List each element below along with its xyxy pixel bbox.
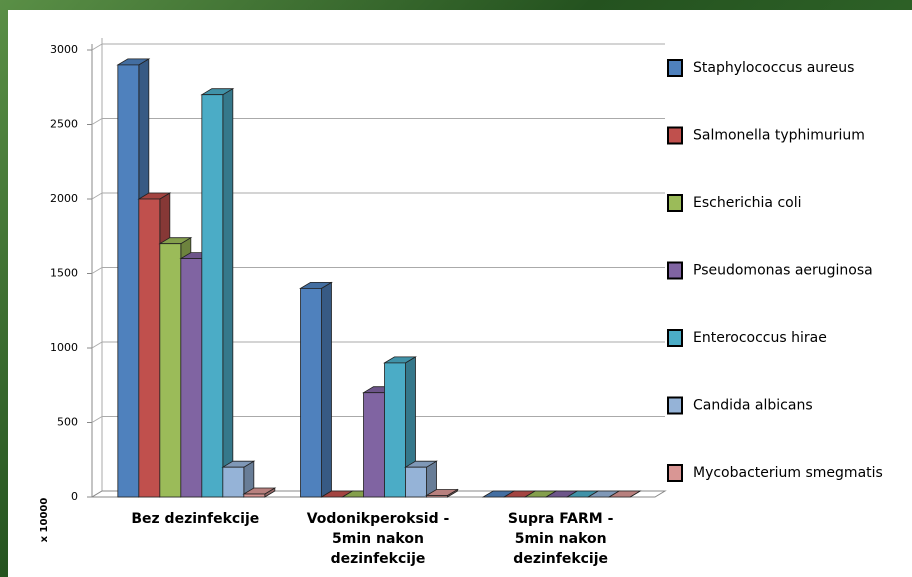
y-axis-label: x 10000 (39, 498, 50, 543)
legend-label: Mycobacterium smegmatis (693, 465, 883, 481)
y-tick-label: 0 (71, 490, 78, 503)
legend-swatch (667, 396, 683, 415)
legend-swatch (667, 464, 683, 482)
bar (180, 258, 203, 498)
legend-label: Staphylococcus aureus (693, 60, 854, 76)
bar (384, 362, 406, 498)
legend-swatch (667, 261, 683, 280)
bar (201, 94, 224, 498)
legend-label: Enterococcus hirae (693, 330, 827, 346)
x-tick-label: Supra FARM - 5min nakon dezinfekcije (507, 511, 614, 567)
y-tick-label: 2000 (50, 192, 78, 205)
legend-swatch (667, 329, 683, 347)
x-tick-label: Vodonikperoksid - 5min nakon dezinfekcij… (306, 511, 450, 567)
grid-line (91, 43, 103, 51)
bar (222, 466, 245, 498)
bar-side (222, 87, 234, 498)
bar (159, 243, 182, 498)
y-tick-label: 2500 (50, 118, 78, 131)
y-tick-label: 1500 (50, 267, 78, 280)
bar (243, 493, 266, 498)
grid-line (91, 267, 103, 274)
bar-side (321, 281, 332, 498)
bar (426, 495, 448, 498)
legend-label: Salmonella typhimurium (693, 128, 865, 144)
legend-swatch (667, 59, 683, 77)
grid-line (91, 192, 103, 200)
y-tick-label: 500 (57, 416, 78, 429)
bar (363, 392, 385, 498)
legend-label: Escherichia coli (693, 195, 802, 211)
grid-line (91, 341, 103, 349)
legend-swatch (667, 194, 683, 212)
y-tick-label: 1000 (50, 341, 78, 354)
legend-label: Pseudomonas aeruginosa (693, 263, 873, 279)
grid-line (91, 416, 103, 423)
bar (138, 198, 161, 498)
x-tick-label: Bez dezinfekcije (131, 511, 260, 527)
legend-swatch (667, 126, 683, 145)
grid-line (91, 118, 103, 125)
legend-label: Candida albicans (693, 398, 813, 414)
bar-top (607, 490, 642, 498)
y-tick-label: 3000 (50, 43, 78, 56)
bar (405, 466, 427, 498)
bar (117, 64, 140, 498)
bar (300, 287, 322, 498)
